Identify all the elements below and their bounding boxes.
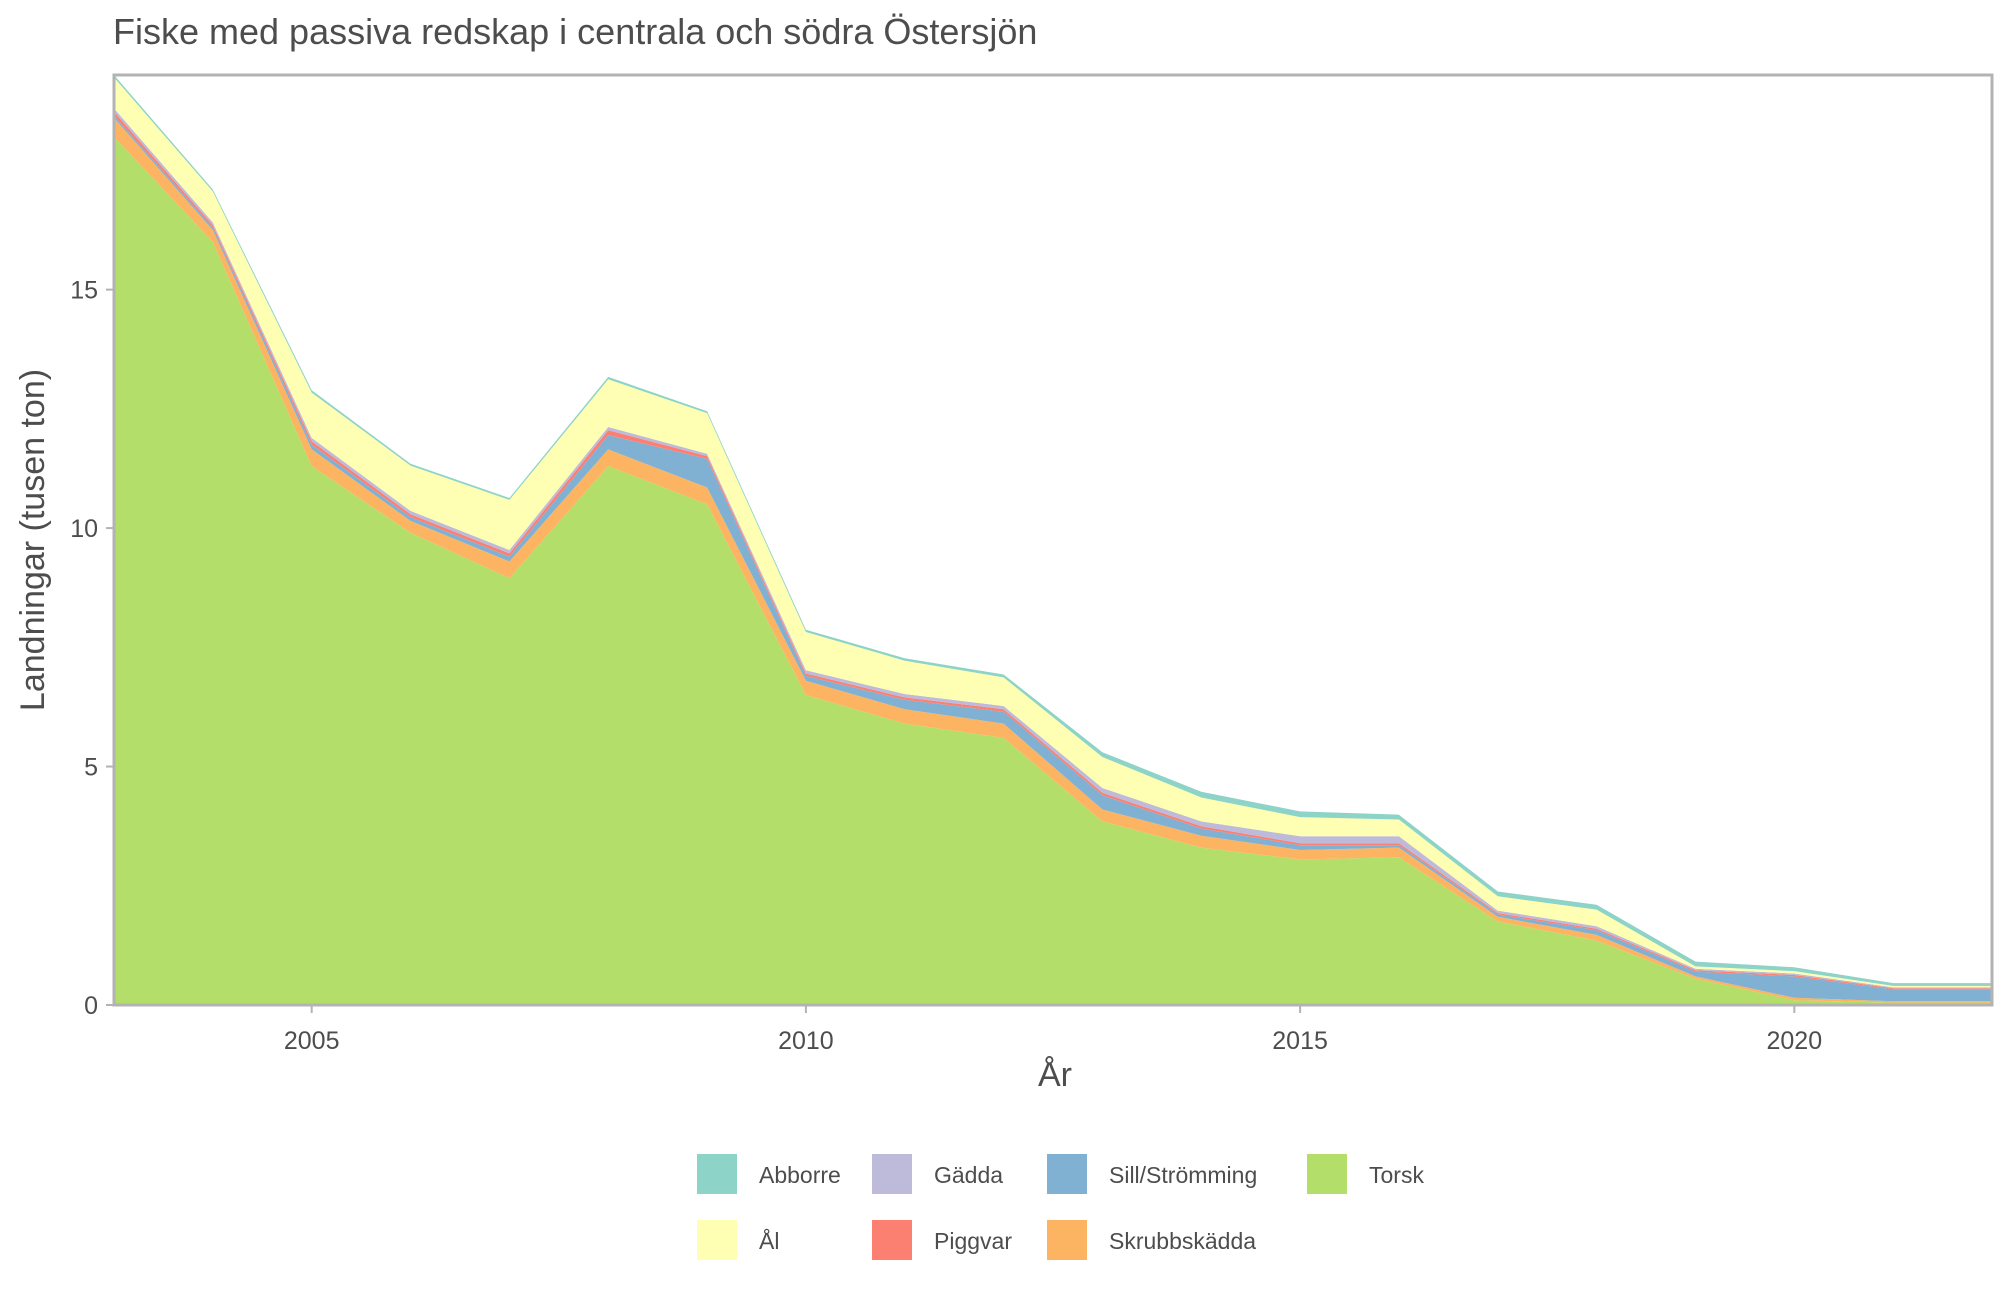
- legend-item-al: Ål: [697, 1220, 779, 1260]
- x-axis-title: År: [1038, 1056, 1072, 1094]
- y-axis-title: Landningar (tusen ton): [14, 369, 52, 711]
- legend-swatch: [872, 1154, 912, 1194]
- legend-item-abborre: Abborre: [697, 1154, 841, 1194]
- legend-item-skrubbskadda: Skrubbskädda: [1047, 1220, 1256, 1260]
- legend-label: Sill/Strömming: [1109, 1162, 1257, 1188]
- legend-item-sill-stromming: Sill/Strömming: [1047, 1154, 1257, 1194]
- legend-swatch: [1047, 1220, 1087, 1260]
- legend-label: Abborre: [759, 1162, 841, 1188]
- legend-swatch: [1307, 1154, 1347, 1194]
- legend: Abborre Gädda Sill/Strömming Torsk Ål Piggvar…: [697, 1154, 1424, 1260]
- legend-swatch: [697, 1154, 737, 1194]
- plot-panel-border: [112, 73, 1994, 1007]
- x-tick-label: 2015: [1272, 1027, 1328, 1055]
- legend-label: Ål: [759, 1227, 779, 1254]
- y-tick-label: 10: [70, 515, 98, 543]
- legend-label: Gädda: [934, 1162, 1003, 1188]
- legend-item-torsk: Torsk: [1307, 1154, 1424, 1194]
- legend-label: Piggvar: [934, 1228, 1012, 1254]
- y-tick-label: 5: [84, 754, 98, 782]
- area-al: [114, 77, 1992, 988]
- y-tick-label: 0: [84, 992, 98, 1020]
- x-axis: 2005 2010 2015 2020: [284, 1006, 1822, 1055]
- legend-item-piggvar: Piggvar: [872, 1220, 1012, 1260]
- legend-swatch: [872, 1220, 912, 1260]
- x-tick-label: 2005: [284, 1027, 340, 1055]
- area-skrubbskadda: [114, 117, 1992, 1003]
- y-axis: 0 5 10 15: [70, 277, 113, 1020]
- legend-swatch: [1047, 1154, 1087, 1194]
- legend-label: Torsk: [1369, 1162, 1424, 1188]
- y-tick-label: 15: [70, 277, 98, 305]
- legend-swatch: [697, 1220, 737, 1260]
- legend-item-gadda: Gädda: [872, 1154, 1003, 1194]
- chart-title: Fiske med passiva redskap i centrala och…: [113, 11, 1037, 52]
- area-layers: [114, 75, 1992, 1005]
- area-torsk: [114, 137, 1992, 1005]
- x-tick-label: 2010: [778, 1027, 834, 1055]
- x-tick-label: 2020: [1767, 1027, 1823, 1055]
- legend-label: Skrubbskädda: [1109, 1228, 1256, 1254]
